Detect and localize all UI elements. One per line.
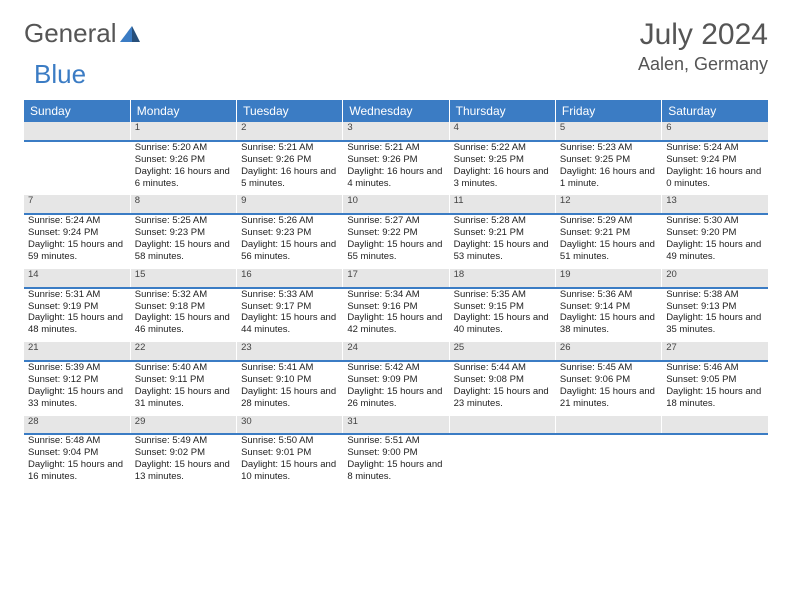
day-number: 19 bbox=[555, 269, 661, 288]
calendar-table: SundayMondayTuesdayWednesdayThursdayFrid… bbox=[24, 100, 768, 489]
day-data-row: Sunrise: 5:24 AMSunset: 9:24 PMDaylight:… bbox=[24, 214, 768, 269]
day-number: 12 bbox=[555, 195, 661, 214]
day-data-row: Sunrise: 5:39 AMSunset: 9:12 PMDaylight:… bbox=[24, 361, 768, 416]
day-number-empty bbox=[555, 416, 661, 435]
day-cell: Sunrise: 5:22 AMSunset: 9:25 PMDaylight:… bbox=[449, 141, 555, 196]
day-number-empty bbox=[24, 122, 130, 141]
day-cell: Sunrise: 5:23 AMSunset: 9:25 PMDaylight:… bbox=[555, 141, 661, 196]
month-title: July 2024 bbox=[638, 18, 768, 52]
day-number: 16 bbox=[237, 269, 343, 288]
day-number: 22 bbox=[130, 342, 236, 361]
day-cell: Sunrise: 5:36 AMSunset: 9:14 PMDaylight:… bbox=[555, 288, 661, 343]
day-cell: Sunrise: 5:38 AMSunset: 9:13 PMDaylight:… bbox=[662, 288, 768, 343]
day-cell: Sunrise: 5:39 AMSunset: 9:12 PMDaylight:… bbox=[24, 361, 130, 416]
day-cell: Sunrise: 5:30 AMSunset: 9:20 PMDaylight:… bbox=[662, 214, 768, 269]
day-cell: Sunrise: 5:21 AMSunset: 9:26 PMDaylight:… bbox=[343, 141, 449, 196]
day-number: 3 bbox=[343, 122, 449, 141]
day-cell-empty bbox=[662, 434, 768, 489]
day-number: 20 bbox=[662, 269, 768, 288]
day-cell: Sunrise: 5:49 AMSunset: 9:02 PMDaylight:… bbox=[130, 434, 236, 489]
day-cell: Sunrise: 5:50 AMSunset: 9:01 PMDaylight:… bbox=[237, 434, 343, 489]
day-cell: Sunrise: 5:48 AMSunset: 9:04 PMDaylight:… bbox=[24, 434, 130, 489]
day-cell: Sunrise: 5:31 AMSunset: 9:19 PMDaylight:… bbox=[24, 288, 130, 343]
day-number-row: 123456 bbox=[24, 122, 768, 141]
day-number-empty bbox=[662, 416, 768, 435]
day-cell: Sunrise: 5:28 AMSunset: 9:21 PMDaylight:… bbox=[449, 214, 555, 269]
day-number: 31 bbox=[343, 416, 449, 435]
day-number: 28 bbox=[24, 416, 130, 435]
logo: General bbox=[24, 18, 140, 49]
day-data-row: Sunrise: 5:48 AMSunset: 9:04 PMDaylight:… bbox=[24, 434, 768, 489]
day-number: 25 bbox=[449, 342, 555, 361]
day-cell: Sunrise: 5:35 AMSunset: 9:15 PMDaylight:… bbox=[449, 288, 555, 343]
day-cell: Sunrise: 5:21 AMSunset: 9:26 PMDaylight:… bbox=[237, 141, 343, 196]
day-cell: Sunrise: 5:41 AMSunset: 9:10 PMDaylight:… bbox=[237, 361, 343, 416]
day-number: 24 bbox=[343, 342, 449, 361]
day-number: 1 bbox=[130, 122, 236, 141]
weekday-header: Friday bbox=[555, 100, 661, 122]
day-number: 15 bbox=[130, 269, 236, 288]
day-number: 14 bbox=[24, 269, 130, 288]
day-number: 18 bbox=[449, 269, 555, 288]
logo-text-2: Blue bbox=[34, 59, 86, 89]
day-cell-empty bbox=[555, 434, 661, 489]
day-cell: Sunrise: 5:24 AMSunset: 9:24 PMDaylight:… bbox=[662, 141, 768, 196]
day-number-row: 14151617181920 bbox=[24, 269, 768, 288]
day-data-row: Sunrise: 5:20 AMSunset: 9:26 PMDaylight:… bbox=[24, 141, 768, 196]
day-cell: Sunrise: 5:20 AMSunset: 9:26 PMDaylight:… bbox=[130, 141, 236, 196]
day-number: 6 bbox=[662, 122, 768, 141]
day-cell: Sunrise: 5:33 AMSunset: 9:17 PMDaylight:… bbox=[237, 288, 343, 343]
day-number: 7 bbox=[24, 195, 130, 214]
day-cell: Sunrise: 5:44 AMSunset: 9:08 PMDaylight:… bbox=[449, 361, 555, 416]
day-number: 10 bbox=[343, 195, 449, 214]
day-number: 11 bbox=[449, 195, 555, 214]
day-cell: Sunrise: 5:42 AMSunset: 9:09 PMDaylight:… bbox=[343, 361, 449, 416]
weekday-header: Thursday bbox=[449, 100, 555, 122]
day-cell: Sunrise: 5:29 AMSunset: 9:21 PMDaylight:… bbox=[555, 214, 661, 269]
day-number: 26 bbox=[555, 342, 661, 361]
day-cell: Sunrise: 5:26 AMSunset: 9:23 PMDaylight:… bbox=[237, 214, 343, 269]
day-cell: Sunrise: 5:45 AMSunset: 9:06 PMDaylight:… bbox=[555, 361, 661, 416]
day-number-row: 21222324252627 bbox=[24, 342, 768, 361]
day-number: 8 bbox=[130, 195, 236, 214]
triangle-icon bbox=[120, 18, 140, 49]
day-cell-empty bbox=[449, 434, 555, 489]
day-number: 4 bbox=[449, 122, 555, 141]
day-data-row: Sunrise: 5:31 AMSunset: 9:19 PMDaylight:… bbox=[24, 288, 768, 343]
weekday-header-row: SundayMondayTuesdayWednesdayThursdayFrid… bbox=[24, 100, 768, 122]
day-cell: Sunrise: 5:25 AMSunset: 9:23 PMDaylight:… bbox=[130, 214, 236, 269]
day-number: 23 bbox=[237, 342, 343, 361]
day-number: 2 bbox=[237, 122, 343, 141]
weekday-header: Sunday bbox=[24, 100, 130, 122]
day-cell: Sunrise: 5:32 AMSunset: 9:18 PMDaylight:… bbox=[130, 288, 236, 343]
day-cell-empty bbox=[24, 141, 130, 196]
day-number: 5 bbox=[555, 122, 661, 141]
day-cell: Sunrise: 5:34 AMSunset: 9:16 PMDaylight:… bbox=[343, 288, 449, 343]
day-cell: Sunrise: 5:51 AMSunset: 9:00 PMDaylight:… bbox=[343, 434, 449, 489]
day-number: 13 bbox=[662, 195, 768, 214]
day-number-empty bbox=[449, 416, 555, 435]
day-number: 21 bbox=[24, 342, 130, 361]
calendar-body: 123456 Sunrise: 5:20 AMSunset: 9:26 PMDa… bbox=[24, 122, 768, 489]
weekday-header: Monday bbox=[130, 100, 236, 122]
day-cell: Sunrise: 5:27 AMSunset: 9:22 PMDaylight:… bbox=[343, 214, 449, 269]
weekday-header: Tuesday bbox=[237, 100, 343, 122]
day-number-row: 78910111213 bbox=[24, 195, 768, 214]
day-number: 17 bbox=[343, 269, 449, 288]
day-number-row: 28293031 bbox=[24, 416, 768, 435]
day-cell: Sunrise: 5:40 AMSunset: 9:11 PMDaylight:… bbox=[130, 361, 236, 416]
day-cell: Sunrise: 5:24 AMSunset: 9:24 PMDaylight:… bbox=[24, 214, 130, 269]
logo-text-1: General bbox=[24, 18, 117, 49]
weekday-header: Wednesday bbox=[343, 100, 449, 122]
weekday-header: Saturday bbox=[662, 100, 768, 122]
day-number: 27 bbox=[662, 342, 768, 361]
day-number: 29 bbox=[130, 416, 236, 435]
day-cell: Sunrise: 5:46 AMSunset: 9:05 PMDaylight:… bbox=[662, 361, 768, 416]
day-number: 30 bbox=[237, 416, 343, 435]
day-number: 9 bbox=[237, 195, 343, 214]
